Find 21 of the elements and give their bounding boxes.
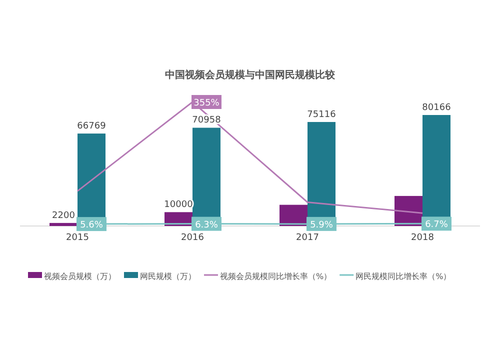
- data-label: 5.9%: [310, 220, 334, 230]
- data-label: 355%: [194, 98, 220, 108]
- data-label: 66769: [77, 122, 106, 132]
- x-tick-label: 2016: [181, 233, 204, 243]
- data-label: 75116: [307, 110, 336, 120]
- data-label: 80166: [422, 103, 452, 113]
- x-tick-label: 2017: [296, 233, 319, 243]
- data-label: 6.7%: [425, 220, 448, 230]
- x-tick-label: 2018: [411, 233, 434, 243]
- bar: [50, 222, 78, 226]
- data-label: 2200: [52, 210, 76, 221]
- legend-label: 网民规模同比增长率（%）: [356, 272, 452, 281]
- legend-label: 网民规模（万）: [140, 272, 196, 281]
- data-label: 5.6%: [80, 220, 104, 231]
- bar: [280, 204, 308, 226]
- data-label: 6.3%: [195, 220, 218, 230]
- x-tick-label: 2015: [66, 233, 89, 243]
- chart-title: 中国视频会员规模与中国网民规模比较: [165, 69, 336, 81]
- legend-label: 视频会员规模（万）: [44, 272, 116, 281]
- data-label: 10000: [164, 200, 194, 210]
- legend-label: 视频会员规模同比增长率（%）: [220, 272, 332, 281]
